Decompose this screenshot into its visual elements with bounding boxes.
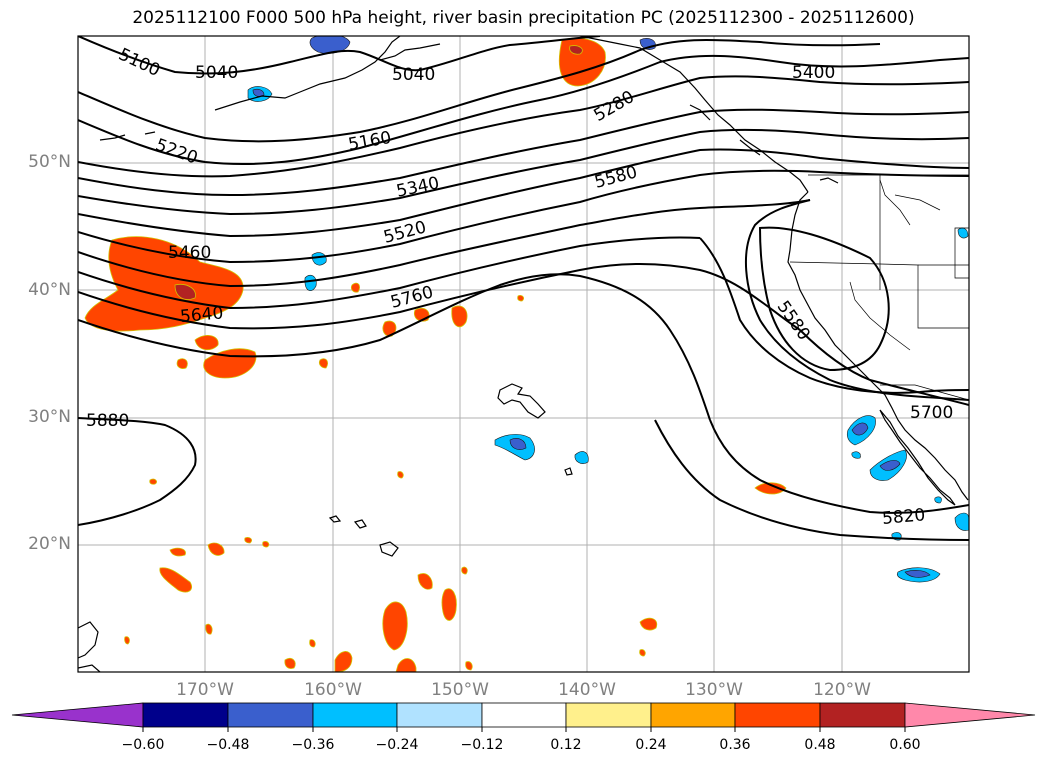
contour-5520 — [78, 169, 969, 264]
colorbar-tick-label: −0.60 — [121, 737, 165, 753]
colorbar-tick-label: 0.36 — [719, 737, 751, 753]
political-borders — [789, 174, 969, 401]
graticule — [78, 36, 969, 672]
colorbar-bin — [396, 702, 483, 728]
contour-5280 — [78, 75, 969, 178]
colorbar-bin — [650, 702, 736, 728]
contour-5340 — [78, 108, 969, 197]
contour-5220 — [78, 54, 969, 166]
contour-5880-west — [78, 417, 197, 526]
precip-negative-areas — [247, 36, 969, 583]
coastlines — [78, 36, 969, 672]
contour-label: 5460 — [168, 243, 211, 263]
colorbar-tick-label: −0.48 — [206, 737, 250, 753]
colorbar-extend-low — [11, 702, 144, 728]
colorbar-tick-label: −0.24 — [375, 737, 419, 753]
colorbar-bin — [734, 702, 821, 728]
colorbar-bin — [227, 702, 314, 728]
contour-label: 5040 — [392, 65, 435, 85]
contour-5760 — [78, 273, 711, 421]
colorbar-tick-label: −0.12 — [460, 737, 504, 753]
precip-blob-west-core — [174, 283, 196, 300]
contour-5460 — [78, 148, 969, 238]
contour-5700-east — [799, 329, 969, 406]
lat-label: 30°N — [28, 407, 71, 427]
lon-label: 150°W — [431, 680, 489, 700]
lon-label: 140°W — [558, 680, 616, 700]
contour-5700 — [78, 263, 801, 331]
colorbar-bin — [142, 702, 229, 728]
lat-label: 40°N — [28, 280, 71, 300]
lon-label: 160°W — [304, 680, 362, 700]
colorbar-bin — [481, 702, 567, 728]
colorbar-bin — [312, 702, 398, 728]
colorbar-tick-label: 0.48 — [804, 737, 836, 753]
map-title: 2025112100 F000 500 hPa height, river ba… — [132, 8, 915, 28]
contour-5640 — [78, 236, 701, 310]
contour-label: 5700 — [910, 403, 953, 423]
colorbar-tick-label: 0.12 — [550, 737, 582, 753]
contour-label: 5880 — [86, 411, 129, 431]
contour-5700-ridge — [758, 226, 890, 372]
lat-label: 20°N — [28, 534, 71, 554]
lon-label: 130°W — [685, 680, 743, 700]
lat-label: 50°N — [28, 152, 71, 172]
contour-5400 — [78, 128, 969, 216]
contour-5040-5100 — [78, 36, 601, 75]
lon-label: 120°W — [813, 680, 871, 700]
colorbar-tick-label: 0.60 — [889, 737, 921, 753]
contour-5880-east — [654, 419, 969, 541]
map-frame — [77, 35, 970, 673]
contour-5640-ridge — [699, 237, 969, 394]
contour-5580-west — [78, 199, 811, 288]
contour-5820 — [709, 419, 969, 514]
contour-label: 5400 — [792, 63, 835, 83]
contour-label: 5640 — [179, 303, 224, 327]
contour-5160 — [78, 38, 881, 143]
contour-label: 5040 — [195, 63, 238, 83]
colorbar-extend-high — [904, 702, 1036, 728]
colorbar-bin — [819, 702, 906, 728]
colorbar-bin — [565, 702, 652, 728]
colorbar — [11, 702, 1036, 732]
lon-label: 170°W — [176, 680, 234, 700]
colorbar-tick-label: −0.36 — [291, 737, 335, 753]
contour-label: 5820 — [881, 505, 926, 529]
colorbar-tick-label: 0.24 — [635, 737, 667, 753]
height-contours — [78, 36, 969, 541]
